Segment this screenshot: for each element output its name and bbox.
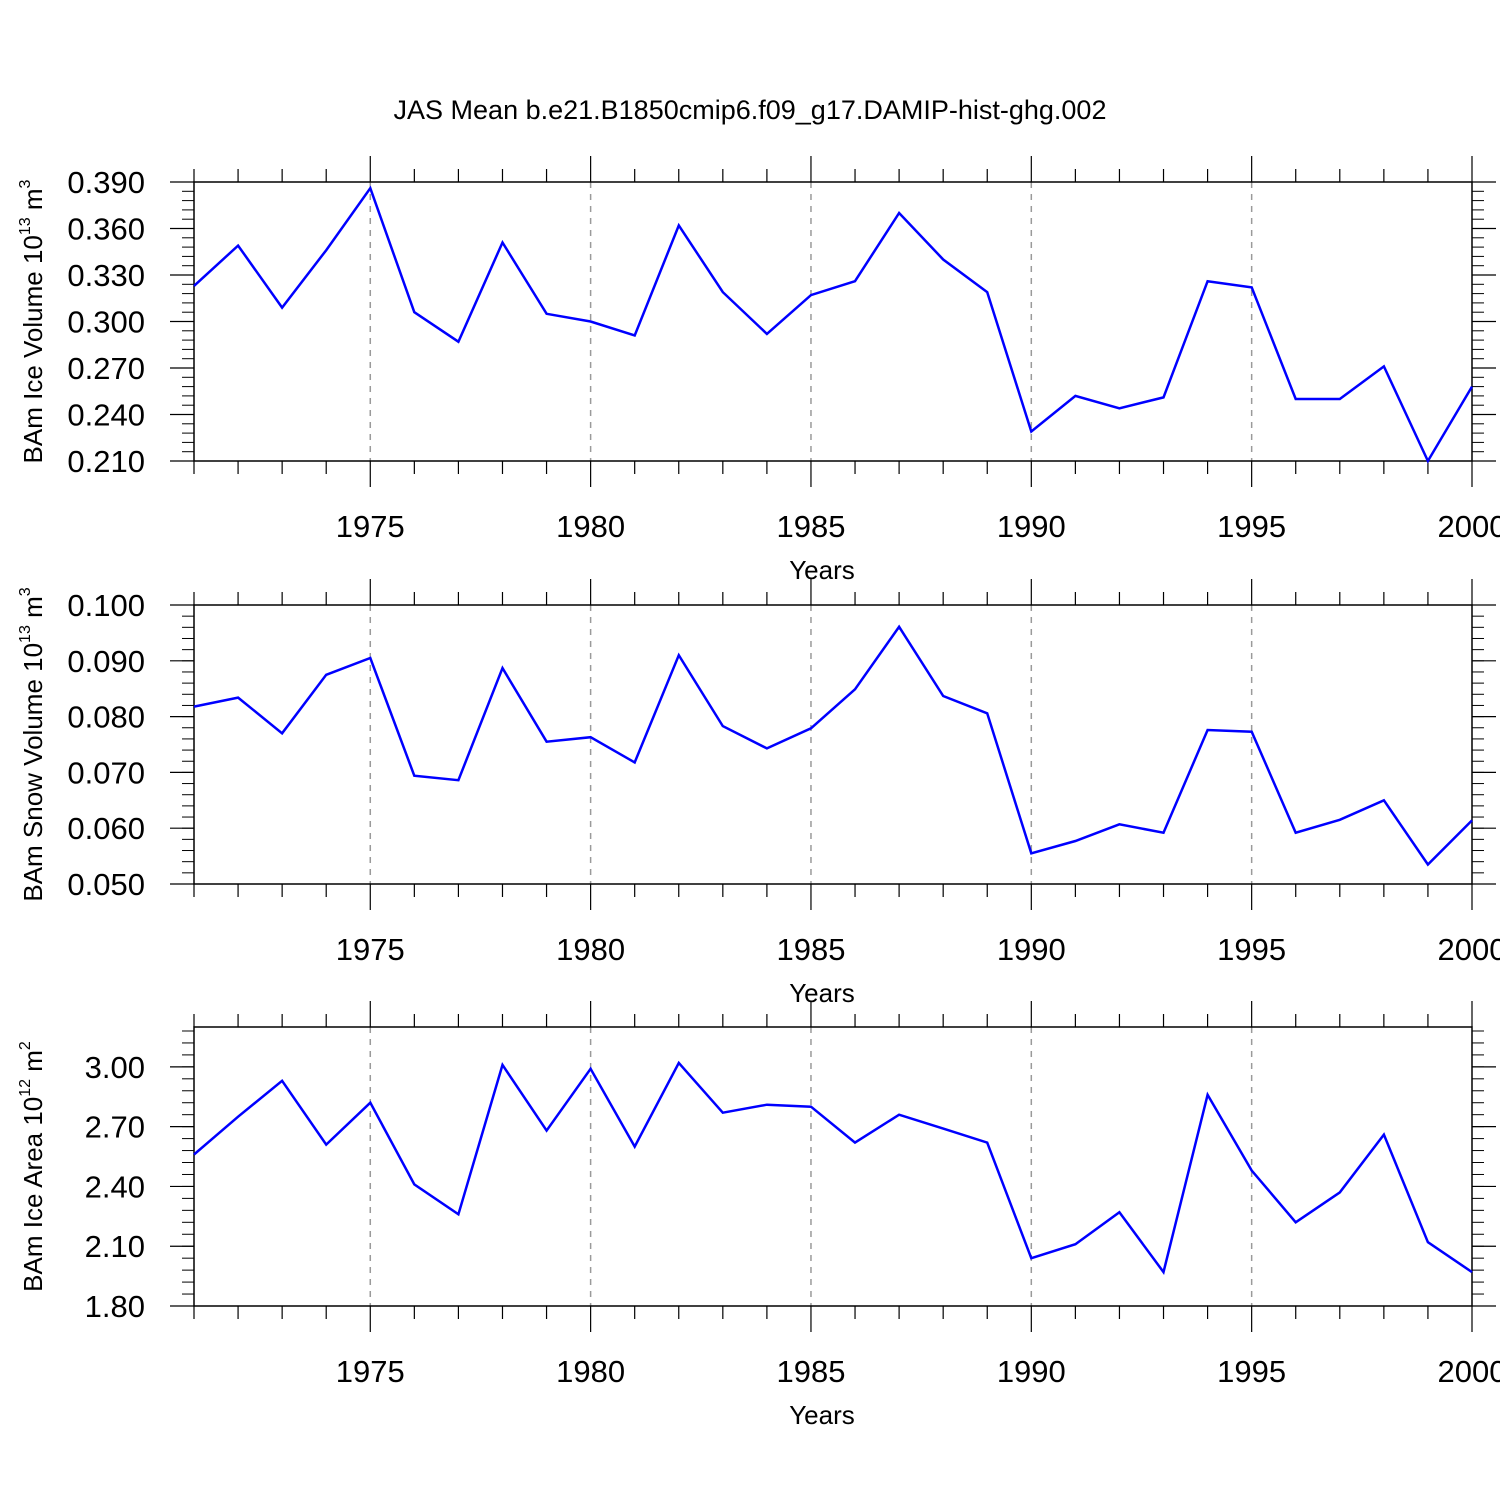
y-tick-label: 3.00 xyxy=(85,1050,145,1085)
x-tick-label: 1995 xyxy=(1217,932,1286,967)
y-tick-label: 0.210 xyxy=(67,444,145,479)
y-tick-label: 0.050 xyxy=(67,867,145,902)
y-tick-label: 0.060 xyxy=(67,811,145,846)
y-tick-label: 0.270 xyxy=(67,351,145,386)
y-tick-label: 1.80 xyxy=(85,1289,145,1324)
x-axis-title: Years xyxy=(789,555,855,585)
x-tick-label: 1980 xyxy=(556,509,625,544)
series-line xyxy=(193,624,1473,867)
x-tick-label: 1985 xyxy=(776,932,845,967)
x-tick-label: 1975 xyxy=(336,932,405,967)
x-tick-label: 1990 xyxy=(997,509,1066,544)
x-tick-label: 1985 xyxy=(776,509,845,544)
y-tick-label: 0.390 xyxy=(67,165,145,200)
x-tick-label: 2000 xyxy=(1438,1354,1500,1389)
y-tick-label: 0.090 xyxy=(67,644,145,679)
y-tick-label: 0.300 xyxy=(67,305,145,340)
series-line xyxy=(193,185,1474,464)
plot-frame xyxy=(193,604,1473,885)
y-tick-label: 0.080 xyxy=(67,700,145,735)
plot-frame xyxy=(193,181,1473,462)
y-tick-label: 0.360 xyxy=(67,212,145,247)
panel-3: 1.80 2.10 2.40 2.70 3.00 1975 1980 1985 1990 1995… xyxy=(17,1001,1500,1430)
x-tick-label: 1980 xyxy=(556,932,625,967)
series-line xyxy=(193,1060,1473,1275)
panel-2: 0.050 0.060 0.070 0.080 0.090 0.100 1975 1980 19… xyxy=(17,579,1500,1008)
y-tick-label: 2.10 xyxy=(85,1229,145,1264)
x-tick-label: 1975 xyxy=(336,1354,405,1389)
x-axis-title: Years xyxy=(789,978,855,1008)
x-tick-label: 1990 xyxy=(997,932,1066,967)
y-axis-title: BAm Ice Volume 1013 m3 xyxy=(17,179,48,463)
x-axis-title: Years xyxy=(789,1400,855,1430)
chart-title: JAS Mean b.e21.B1850cmip6.f09_g17.DAMIP-… xyxy=(394,95,1107,125)
y-tick-label: 0.330 xyxy=(67,258,145,293)
y-tick-label: 2.40 xyxy=(85,1169,145,1204)
x-tick-label: 1985 xyxy=(776,1354,845,1389)
y-tick-label: 0.070 xyxy=(67,755,145,790)
y-axis-title: BAm Snow Volume 1013 m3 xyxy=(17,587,48,901)
panel-1: 0.210 0.240 0.270 0.300 0.330 0.360 0.390 1975 1… xyxy=(17,156,1500,585)
y-axis-title: BAm Ice Area 1012 m2 xyxy=(17,1041,48,1292)
x-tick-label: 1995 xyxy=(1217,1354,1286,1389)
plot-frame xyxy=(193,1026,1473,1307)
x-tick-label: 1990 xyxy=(997,1354,1066,1389)
x-tick-label: 2000 xyxy=(1438,509,1500,544)
y-tick-label: 0.240 xyxy=(67,398,145,433)
x-tick-label: 1995 xyxy=(1217,509,1286,544)
x-tick-label: 2000 xyxy=(1438,932,1500,967)
y-tick-label: 2.70 xyxy=(85,1110,145,1145)
x-tick-label: 1980 xyxy=(556,1354,625,1389)
x-tick-label: 1975 xyxy=(336,509,405,544)
y-tick-label: 0.100 xyxy=(67,588,145,623)
